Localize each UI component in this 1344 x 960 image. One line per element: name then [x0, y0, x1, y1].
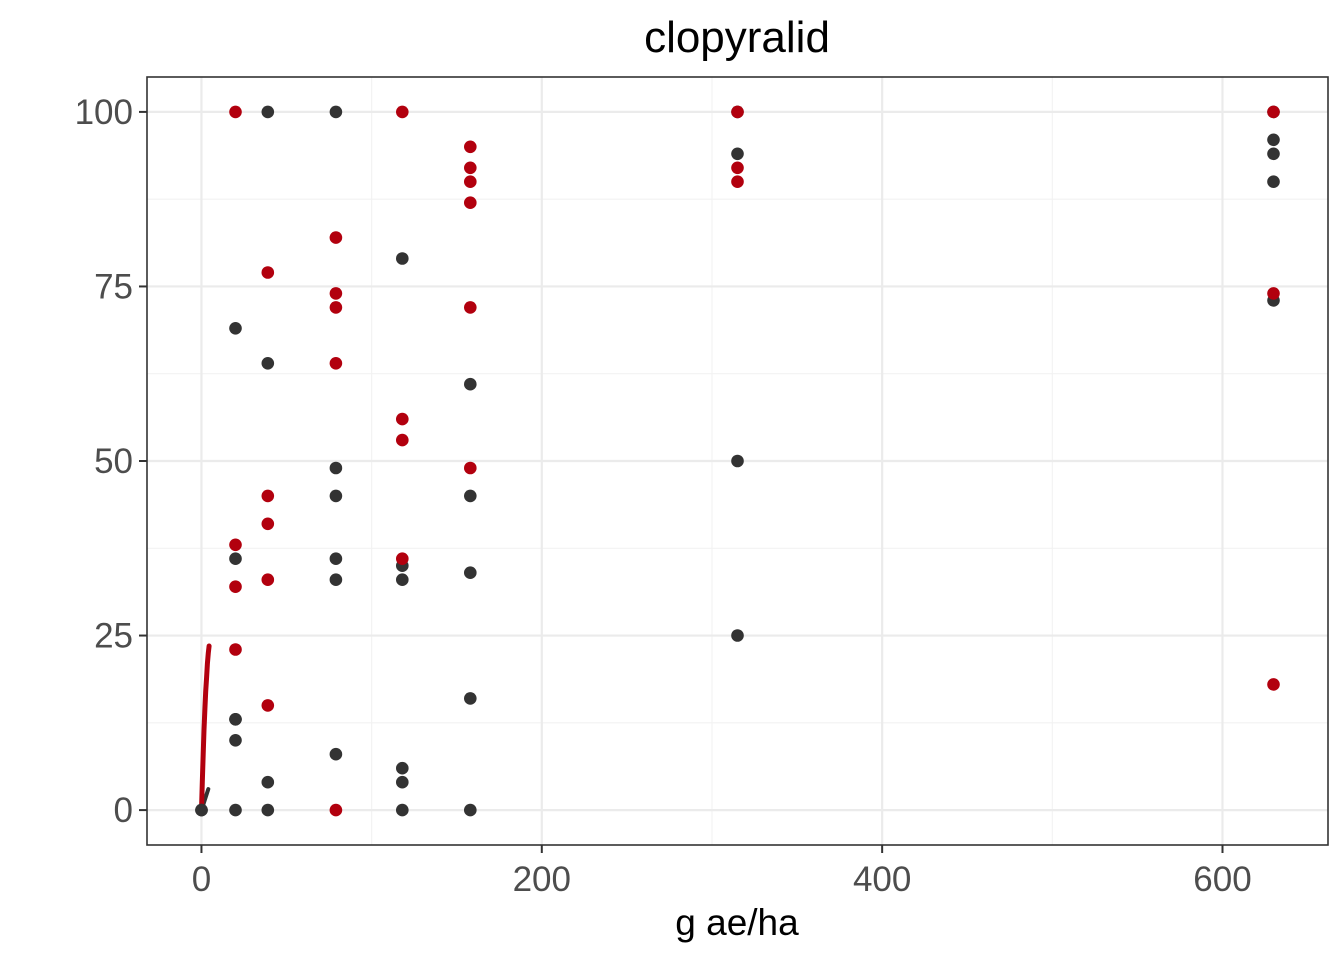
data-point-series-2	[396, 433, 409, 447]
data-point-series-1	[329, 461, 343, 475]
data-point-series-1	[1267, 147, 1280, 161]
data-point-series-2	[464, 196, 477, 209]
data-point-series-2	[329, 357, 343, 370]
x-axis-label: g ae/ha	[675, 902, 799, 943]
data-point-series-1	[261, 105, 275, 119]
data-point-series-1	[731, 629, 744, 642]
data-point-series-2	[329, 301, 343, 314]
x-tick-label: 0	[192, 860, 211, 899]
chart-title: clopyralid	[644, 13, 830, 62]
data-point-series-1	[229, 734, 242, 747]
data-point-series-1	[396, 803, 409, 817]
data-point-series-1	[329, 573, 343, 586]
data-point-series-1	[261, 775, 275, 789]
data-point-series-2	[396, 552, 409, 565]
data-points	[195, 105, 1280, 817]
data-point-series-1	[229, 713, 242, 726]
data-point-series-2	[731, 175, 744, 188]
data-point-series-2	[329, 231, 343, 244]
data-point-series-2	[261, 517, 275, 531]
data-point-series-1	[464, 489, 477, 503]
data-point-series-2	[396, 105, 409, 119]
data-point-series-2	[261, 489, 275, 503]
x-tick-label: 600	[1193, 860, 1251, 899]
tick-labels: 0 200 400 600 0 25 50 75 100	[75, 93, 1252, 899]
data-point-series-2	[731, 105, 744, 119]
y-tick-label: 0	[114, 791, 133, 830]
data-point-series-1	[195, 803, 208, 817]
data-point-series-1	[731, 147, 744, 161]
x-tick-label: 400	[853, 860, 911, 899]
fit-curve-series-2	[199, 643, 212, 813]
data-point-series-1	[464, 566, 477, 579]
data-point-series-1	[396, 573, 409, 586]
x-tick-label: 200	[513, 860, 571, 899]
data-point-series-2	[396, 412, 409, 426]
data-point-series-2	[261, 573, 275, 586]
data-point-series-1	[229, 322, 242, 335]
data-point-series-1	[396, 252, 409, 265]
data-point-series-1	[1267, 175, 1280, 188]
data-point-series-2	[464, 175, 477, 188]
data-point-series-1	[261, 357, 275, 370]
data-point-series-2	[464, 301, 477, 314]
data-point-series-2	[329, 803, 343, 817]
data-point-series-2	[261, 266, 275, 279]
data-point-series-2	[229, 580, 242, 593]
data-point-series-2	[464, 140, 477, 154]
data-point-series-1	[329, 747, 343, 761]
data-point-series-1	[229, 803, 242, 817]
data-point-series-1	[229, 552, 242, 565]
data-point-series-1	[329, 489, 343, 503]
data-point-series-1	[396, 761, 409, 775]
y-tick-label: 25	[94, 617, 133, 656]
data-point-series-1	[464, 692, 477, 705]
data-point-series-1	[731, 454, 744, 468]
data-point-series-1	[396, 775, 409, 789]
data-point-series-1	[329, 105, 343, 119]
data-point-series-2	[229, 643, 242, 656]
data-point-series-2	[464, 461, 477, 475]
data-point-series-2	[1267, 105, 1280, 119]
data-point-series-1	[261, 803, 275, 817]
data-point-series-2	[1267, 287, 1280, 300]
data-point-series-1	[464, 377, 477, 391]
data-point-series-2	[261, 699, 275, 712]
y-tick-label: 50	[94, 442, 133, 481]
data-point-series-1	[1267, 133, 1280, 147]
data-point-series-2	[229, 105, 242, 119]
data-point-series-2	[229, 538, 242, 552]
y-tick-label: 100	[75, 93, 133, 132]
y-tick-label: 75	[94, 267, 133, 306]
data-point-series-1	[464, 803, 477, 817]
data-point-series-2	[1267, 678, 1280, 691]
axis-ticks	[139, 110, 1224, 853]
data-point-series-2	[329, 287, 343, 300]
data-point-series-2	[731, 161, 744, 175]
data-point-series-2	[464, 161, 477, 175]
data-point-series-1	[329, 552, 343, 565]
